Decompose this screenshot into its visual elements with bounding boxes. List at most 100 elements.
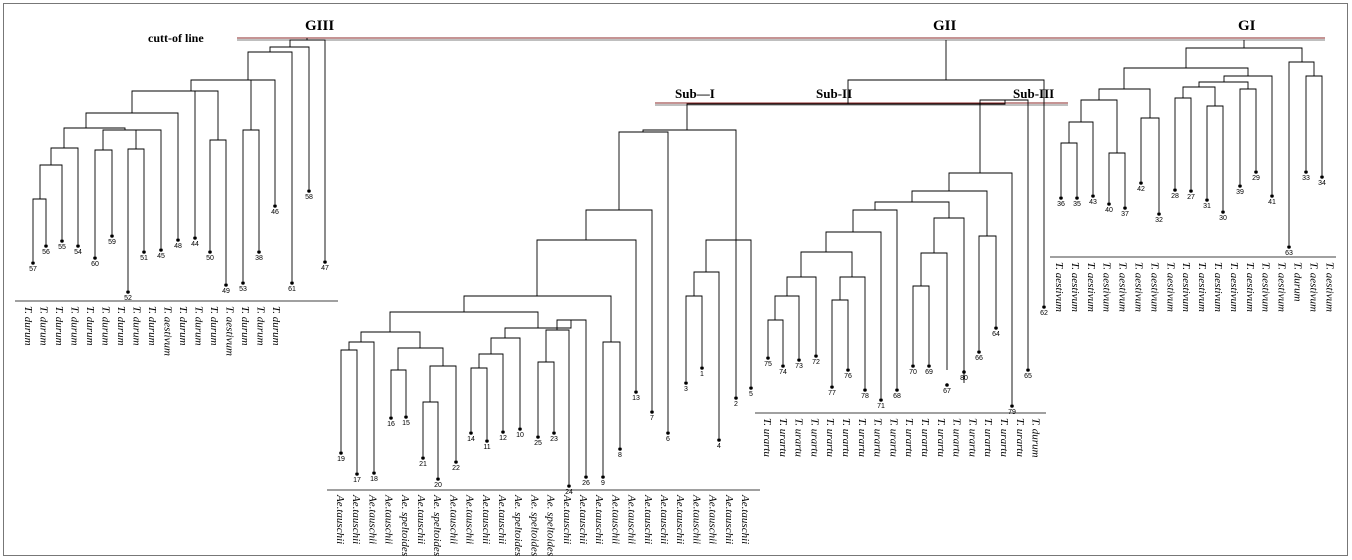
leaf-marker <box>257 250 261 254</box>
leaf-label: 37 <box>1121 211 1129 218</box>
leaf-marker <box>977 350 981 354</box>
leaf-label: 65 <box>1024 373 1032 380</box>
leaf-marker <box>1189 189 1193 193</box>
leaf-marker <box>863 388 867 392</box>
leaf-marker <box>1123 206 1127 210</box>
leaf-marker <box>1026 368 1030 372</box>
species-label: T. aestivum <box>1117 262 1129 312</box>
leaf-label: 80 <box>960 375 968 382</box>
leaf-label: 69 <box>925 369 933 376</box>
leaf-marker <box>485 439 489 443</box>
species-label: T. aestivum <box>1069 262 1081 312</box>
leaf-label: 59 <box>108 239 116 246</box>
leaf-marker <box>1173 188 1177 192</box>
cutoff-label: cutt-of line <box>148 31 204 45</box>
leaf-label: 63 <box>1285 250 1293 257</box>
leaf-label: 26 <box>582 480 590 487</box>
leaf-label: 41 <box>1268 199 1276 206</box>
species-label: T. urartu <box>1014 418 1026 457</box>
leaf-marker <box>110 234 114 238</box>
species-label: T. aestivum <box>1212 262 1224 312</box>
leaf-label: 34 <box>1318 180 1326 187</box>
leaf-marker <box>749 386 753 390</box>
species-label: T. aestivum <box>224 306 236 356</box>
dendrogram-branch <box>102 129 148 150</box>
dendrogram-branch <box>911 190 988 236</box>
leaf-marker <box>584 475 588 479</box>
species-label: T. aestivum <box>1133 262 1145 312</box>
leaf-marker <box>1221 210 1225 214</box>
leaf-label: 79 <box>1008 409 1016 416</box>
subgroup-label-i: Sub—I <box>675 86 715 101</box>
leaf-label: 21 <box>419 461 427 468</box>
leaf-label: 53 <box>239 286 247 293</box>
leaf-label: 73 <box>795 363 803 370</box>
leaf-label: 9 <box>601 480 605 487</box>
species-label: T. aestivum <box>1196 262 1208 312</box>
leaf-label: 13 <box>632 395 640 402</box>
leaf-marker <box>895 388 899 392</box>
leaf-marker <box>208 250 212 254</box>
leaf-label: 6 <box>666 436 670 443</box>
dendrogram-branch <box>537 361 555 435</box>
dendrogram-branch <box>390 369 407 416</box>
species-label: T. aestivum <box>1307 262 1319 312</box>
leaf-label: 12 <box>499 435 507 442</box>
dendrogram-branch <box>269 46 310 189</box>
leaf-marker <box>1091 194 1095 198</box>
dendrogram-branch <box>1060 142 1078 196</box>
species-label: T. aestivum <box>1085 262 1097 312</box>
species-label: T. aestivum <box>1180 262 1192 312</box>
dendrogram-branch <box>618 131 669 431</box>
dendrogram-branch <box>705 239 737 396</box>
species-label: T. durum <box>146 306 158 346</box>
leaf-label: 4 <box>717 443 721 450</box>
group-label-gi: GI <box>1238 18 1256 34</box>
leaf-marker <box>518 427 522 431</box>
leaf-marker <box>355 472 359 476</box>
dendrogram-branch <box>360 331 421 348</box>
leaf-label: 1 <box>700 371 704 378</box>
leaf-marker <box>31 261 35 265</box>
dendrogram-branch <box>1108 152 1126 206</box>
leaf-marker <box>717 438 721 442</box>
species-label: Ae. speltoides <box>512 494 524 556</box>
dendrogram-branch <box>1288 61 1315 245</box>
dendrogram-branch <box>94 149 113 256</box>
dendrogram-branch <box>221 79 276 204</box>
species-label: T. durum <box>38 306 50 346</box>
leaf-marker <box>1304 170 1308 174</box>
species-label: Ae.tauschii <box>674 494 686 544</box>
species-label: T. aestivum <box>1164 262 1176 312</box>
leaf-label: 64 <box>992 331 1000 338</box>
leaf-label: 29 <box>1252 175 1260 182</box>
leaf-label: 74 <box>779 369 787 376</box>
species-label: T. aestivum <box>1244 262 1256 312</box>
dendrogram-branch <box>693 271 720 438</box>
figure-frame <box>3 3 1348 556</box>
dendrogram-branch <box>721 239 752 386</box>
species-label: T. durum <box>239 306 251 346</box>
leaf-marker <box>307 189 311 193</box>
leaf-label: 20 <box>434 482 442 489</box>
leaf-label: 42 <box>1137 186 1145 193</box>
leaf-marker <box>193 236 197 240</box>
leaf-label: 28 <box>1171 193 1179 200</box>
species-label: T. urartu <box>777 418 789 457</box>
leaf-label: 38 <box>255 255 263 262</box>
dendrogram-branch <box>774 295 800 358</box>
species-label: Ae.tauschii <box>350 494 362 544</box>
dendrogram-branch <box>979 99 1029 368</box>
species-label: T. urartu <box>872 418 884 457</box>
leaf-marker <box>684 381 688 385</box>
leaf-label: 50 <box>206 255 214 262</box>
leaf-label: 44 <box>191 241 199 248</box>
leaf-marker <box>501 430 505 434</box>
leaf-marker <box>76 244 80 248</box>
dendrogram-branch <box>1239 88 1257 184</box>
species-label: T. urartu <box>919 418 931 457</box>
dendrogram-branch <box>1080 99 1118 153</box>
leaf-marker <box>176 238 180 242</box>
leaf-marker <box>734 396 738 400</box>
